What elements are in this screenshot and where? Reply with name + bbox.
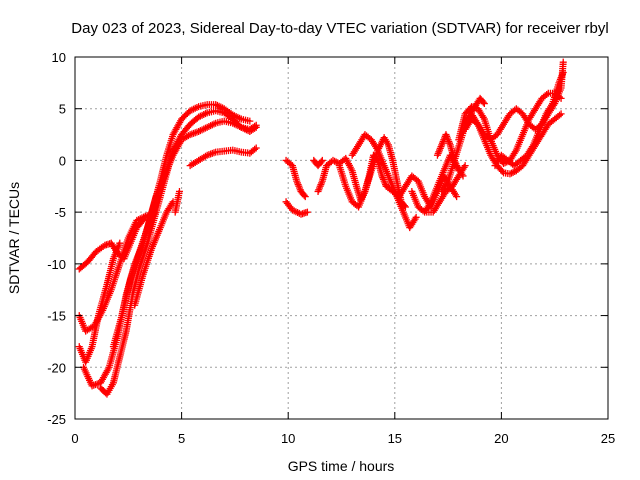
data-point-marker xyxy=(555,111,563,119)
data-point-marker xyxy=(246,117,254,125)
data-point-marker xyxy=(301,193,309,201)
data-point-marker xyxy=(479,98,487,106)
data-point-marker xyxy=(453,193,461,201)
data-points xyxy=(75,58,567,398)
y-axis-label: SDTVAR / TECUs xyxy=(6,182,22,294)
data-point-marker xyxy=(559,58,567,66)
data-point-marker xyxy=(412,213,420,221)
x-axis-label: GPS time / hours xyxy=(288,458,395,474)
x-tick-label: 20 xyxy=(494,431,508,446)
y-tick-label: -20 xyxy=(47,360,66,375)
data-point-marker xyxy=(461,162,469,170)
data-point-marker xyxy=(252,121,260,129)
data-point-marker xyxy=(318,156,326,164)
x-tick-label: 5 xyxy=(178,431,185,446)
data-point-marker xyxy=(543,90,551,98)
data-point-marker xyxy=(455,167,463,175)
data-point-marker xyxy=(251,145,259,153)
data-point-marker xyxy=(500,160,508,168)
y-tick-label: 0 xyxy=(59,153,66,168)
data-point-marker xyxy=(252,144,260,152)
y-tick-label: 10 xyxy=(52,50,66,65)
y-tick-label: -10 xyxy=(47,257,66,272)
x-tick-label: 15 xyxy=(388,431,402,446)
data-point-marker xyxy=(559,69,567,77)
y-tick-label: -15 xyxy=(47,309,66,324)
data-point-marker xyxy=(175,187,183,195)
data-point-marker xyxy=(509,168,517,176)
y-tick-label: 5 xyxy=(59,102,66,117)
data-point-marker xyxy=(329,156,337,164)
x-tick-label: 25 xyxy=(601,431,615,446)
data-point-marker xyxy=(557,110,565,118)
data-point-marker xyxy=(116,239,124,247)
chart-title: Day 023 of 2023, Sidereal Day-to-day VTE… xyxy=(71,20,608,37)
plot-frame xyxy=(74,56,609,420)
y-tick-label: -25 xyxy=(47,412,66,427)
data-point-marker xyxy=(251,122,259,130)
data-point-marker xyxy=(508,169,516,177)
axis-ticks: 0 5 10 15 20 25 -25 -20 -15 -10 -5 0 5 10 xyxy=(47,50,615,446)
data-point-marker xyxy=(331,157,339,165)
y-tick-label: -5 xyxy=(54,205,66,220)
x-tick-label: 10 xyxy=(281,431,295,446)
x-tick-label: 0 xyxy=(71,431,78,446)
data-point-marker xyxy=(317,158,325,166)
data-point-marker xyxy=(506,170,514,178)
data-point-marker xyxy=(303,208,311,216)
data-point-marker xyxy=(480,100,488,108)
data-point-marker xyxy=(300,191,308,199)
